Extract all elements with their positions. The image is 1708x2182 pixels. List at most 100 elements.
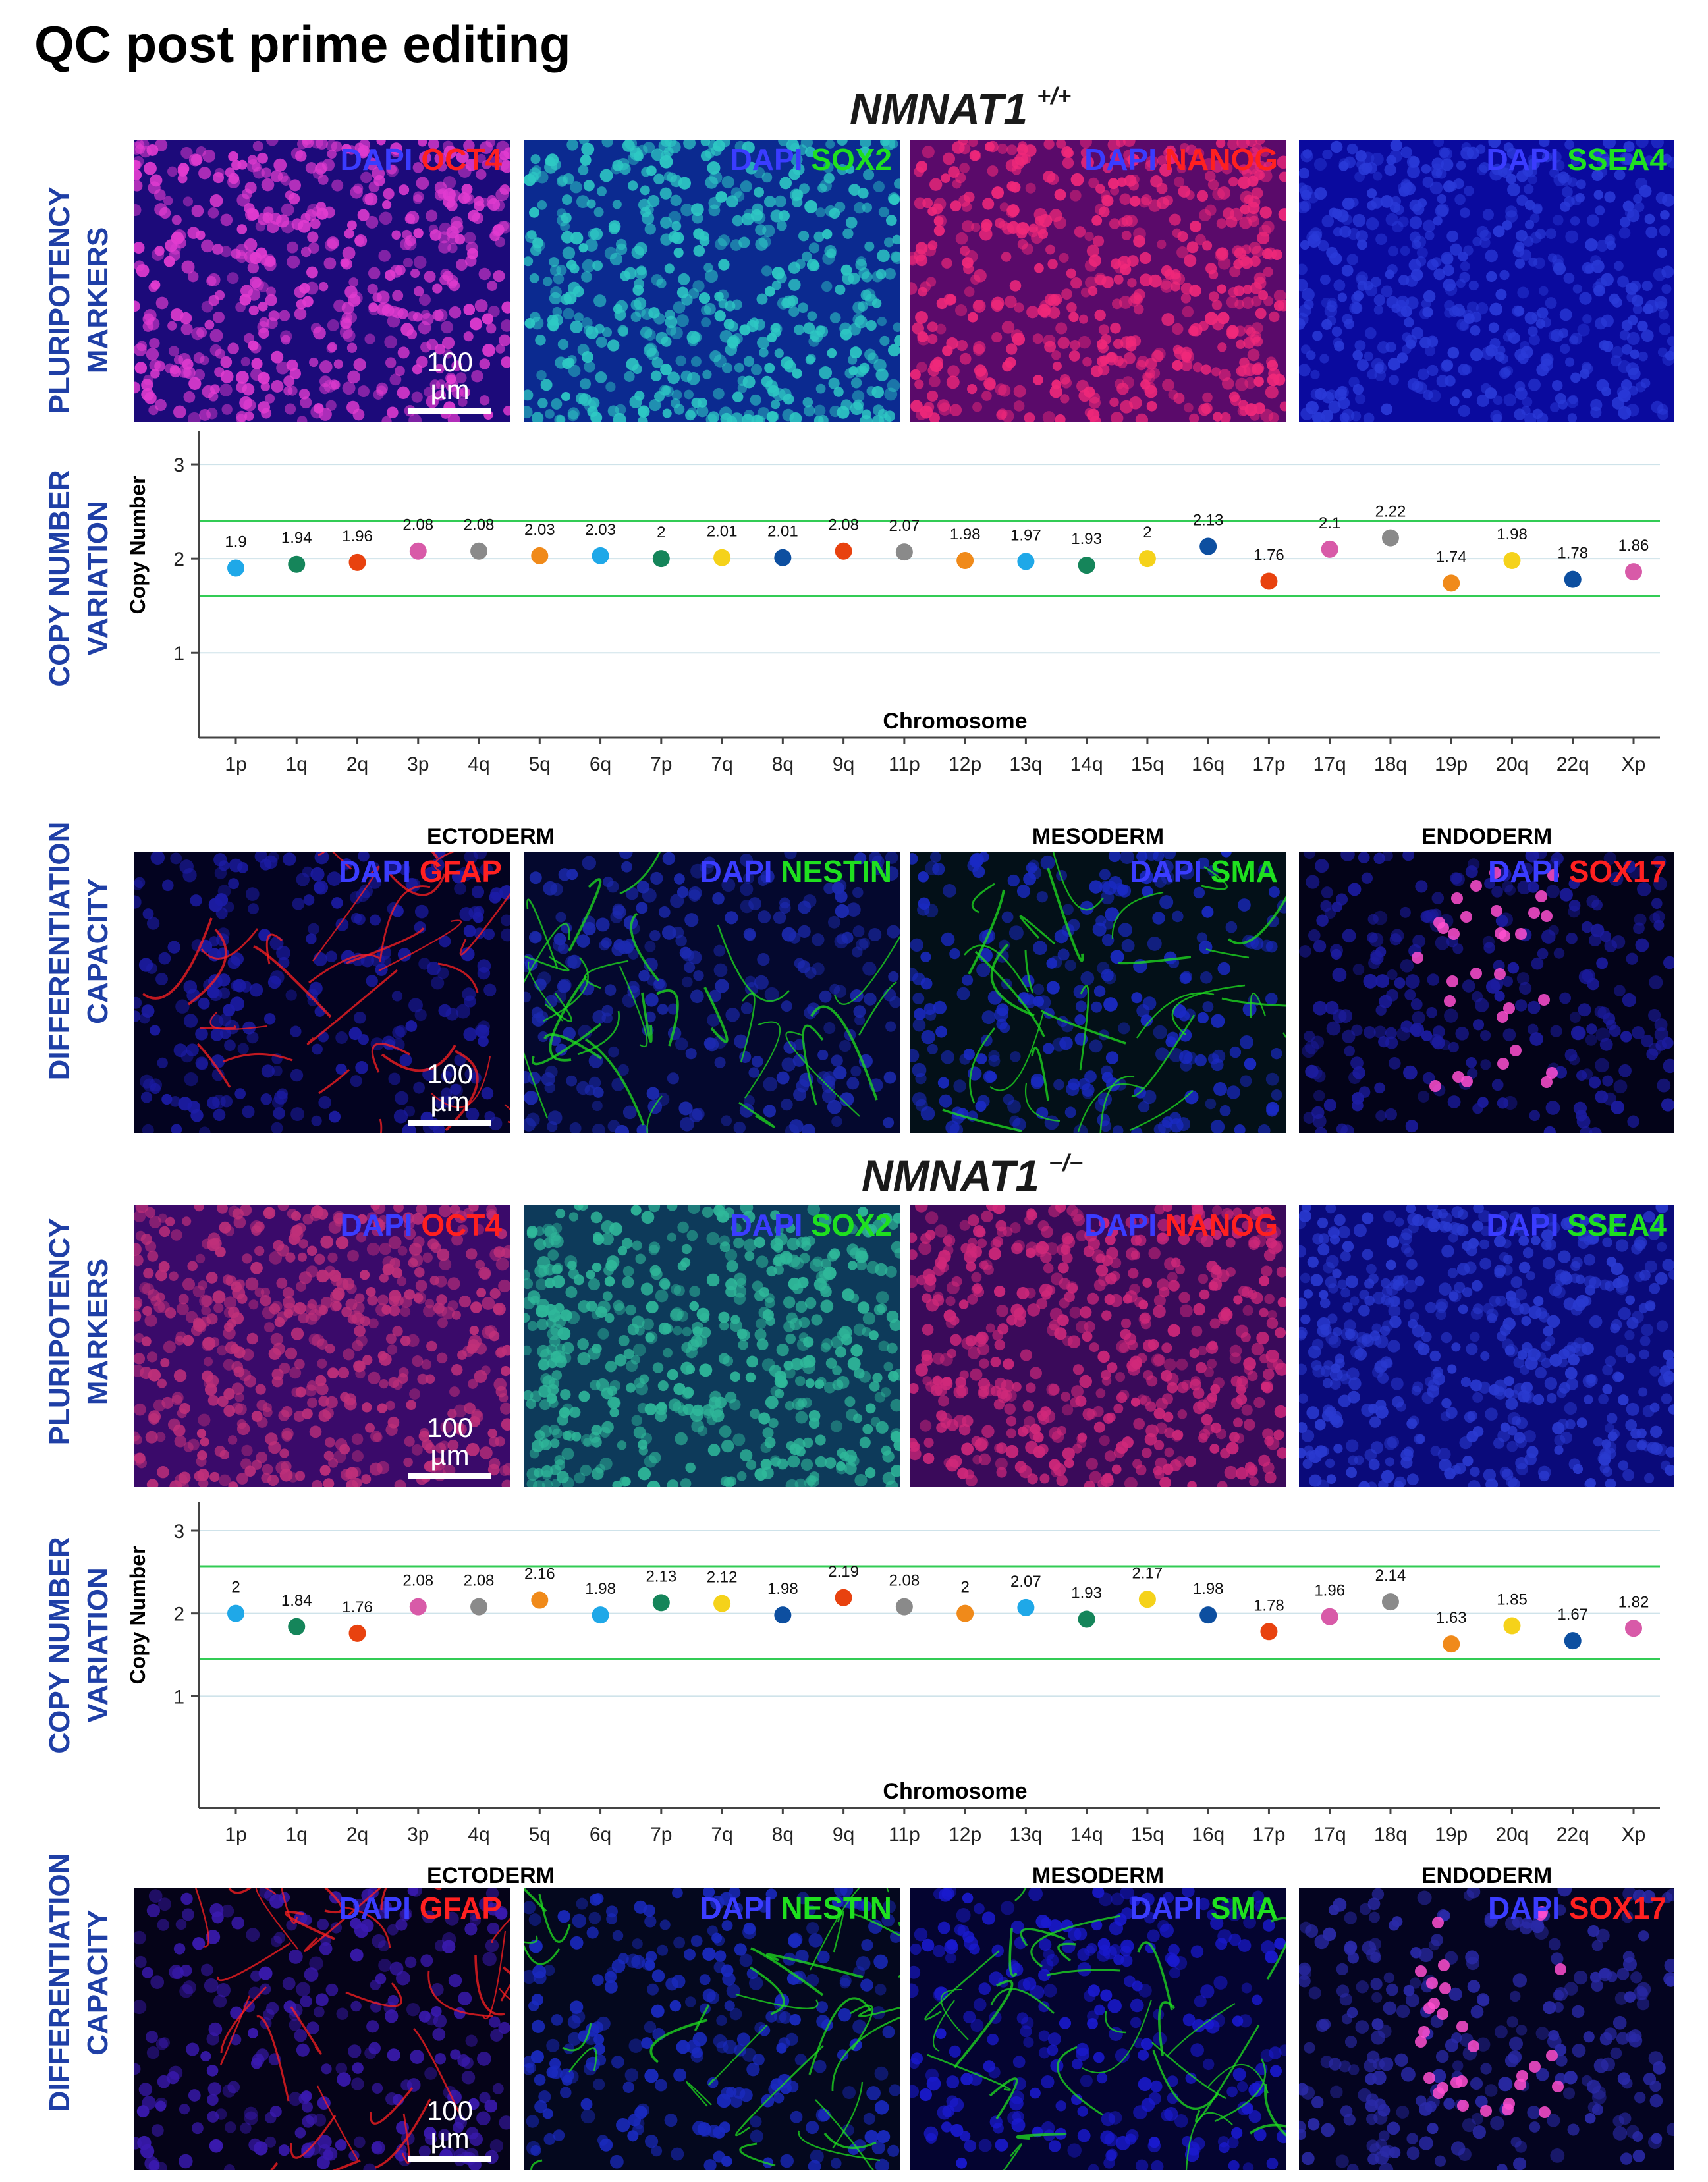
row-label-differentiation-1: DIFFERENTIATION CAPACITY (36, 816, 122, 1086)
data-label: 1.96 (342, 528, 373, 545)
row-label-line: CAPACITY (82, 1909, 114, 2056)
x-tick-label: 15q (1131, 1824, 1164, 1845)
genotype-name: NMNAT1 (862, 1151, 1040, 1200)
row-label-line: VARIATION (82, 501, 114, 656)
germ-layer-endoderm: ENDODERM (1421, 824, 1553, 849)
x-tick-label: 8q (772, 1824, 794, 1845)
nuclei-group (134, 1888, 510, 2170)
marker-label: SOX2 (811, 142, 892, 177)
x-tick-label: 16q (1192, 753, 1225, 775)
dapi-label: DAPI (1130, 1891, 1211, 1925)
data-label: 2.22 (1375, 503, 1406, 521)
marker-label: SSEA4 (1567, 1208, 1667, 1242)
data-label: 1.85 (1497, 1591, 1528, 1609)
cnv-chart-ko: 1 2 3 Copy Number Chromosome 1p 2 1q 1.84 2q 1.76 3… (126, 1502, 1660, 1845)
micrograph-image (524, 852, 900, 1133)
data-label: 2 (657, 524, 665, 541)
channel-label: DAPI OCT4 (341, 142, 502, 177)
channel-label: DAPI GFAP (339, 854, 502, 889)
y-tick-label: 1 (173, 643, 184, 665)
fiber-group (942, 852, 1286, 1133)
data-label: 2.16 (524, 1566, 555, 1583)
x-tick-label: 1p (225, 1824, 246, 1845)
marker-label: OCT4 (421, 142, 502, 177)
x-tick-label: 7p (650, 753, 672, 775)
marker-label: NESTIN (781, 1891, 892, 1925)
row-label-pluripotency-2: PLURIPOTENCY MARKERS (36, 1197, 122, 1467)
micrograph-sox17: DAPI SOX17 (1299, 1888, 1674, 2170)
x-tick-label: 3p (407, 753, 429, 775)
x-tick-label: 13q (1009, 1824, 1042, 1845)
nuclei-group (1299, 852, 1674, 1133)
data-point (348, 1624, 366, 1642)
scale-bar-line (408, 1120, 491, 1126)
x-tick-label: 17q (1313, 753, 1346, 775)
marker-label: SOX17 (1568, 854, 1667, 888)
micrograph-oct4: DAPI OCT4 100 µm (134, 140, 510, 422)
data-label: 1.86 (1618, 537, 1649, 555)
row-label-cnv-1: COPY NUMBER VARIATION (36, 443, 122, 713)
fiber-group (142, 852, 510, 1133)
dapi-label: DAPI (730, 1208, 812, 1242)
marker-label: GFAP (419, 854, 502, 888)
data-point (1078, 1610, 1095, 1628)
x-tick-label: 15q (1131, 753, 1164, 775)
germ-layer-ectoderm: ECTODERM (427, 824, 555, 849)
micrograph-image (1299, 1205, 1674, 1487)
x-tick-label: 2q (346, 753, 368, 775)
data-point (531, 1591, 549, 1609)
genotype-name: NMNAT1 (850, 84, 1028, 133)
micrograph-nanog: DAPI NANOG (910, 1205, 1286, 1487)
data-point (1625, 563, 1642, 581)
data-point (652, 1594, 670, 1612)
dapi-label: DAPI (1486, 142, 1568, 177)
data-point (895, 543, 913, 561)
dapi-label: DAPI (339, 854, 420, 888)
data-label: 1.9 (225, 533, 246, 551)
data-label: 1.78 (1253, 1596, 1284, 1614)
data-label: 2.17 (1132, 1564, 1163, 1582)
nuclei-group (524, 140, 900, 422)
nuclei-group (524, 1205, 900, 1487)
x-tick-label: 9q (833, 753, 854, 775)
channel-label: DAPI NANOG (1084, 1208, 1278, 1243)
germ-layer-mesoderm: MESODERM (1032, 1863, 1165, 1888)
x-tick-label: 17q (1313, 1824, 1346, 1845)
dapi-label: DAPI (340, 1208, 422, 1242)
data-label: 2.07 (889, 517, 920, 535)
nuclei-group (134, 140, 510, 422)
data-label: 2.03 (585, 521, 616, 539)
data-point (956, 1604, 974, 1622)
data-label: 2.07 (1010, 1573, 1041, 1591)
nuclei-group (1299, 140, 1674, 422)
data-point (409, 542, 427, 560)
channel-label: DAPI SOX2 (730, 1208, 892, 1243)
row-label-line: PLURIPOTENCY (43, 186, 76, 414)
micrograph-oct4: DAPI OCT4 100 µm (134, 1205, 510, 1487)
data-label: 1.84 (281, 1592, 312, 1610)
channel-label: DAPI OCT4 (341, 1208, 502, 1243)
x-tick-label: 3p (407, 1824, 429, 1845)
dapi-label: DAPI (1486, 1208, 1568, 1242)
dapi-label: DAPI (1488, 1891, 1569, 1925)
micrograph-image (910, 140, 1286, 422)
data-label: 1.96 (1314, 1582, 1345, 1600)
data-point (227, 559, 244, 577)
channel-label: DAPI NANOG (1084, 142, 1278, 177)
scale-bar-label: 100 µm (426, 346, 474, 405)
micrograph-image (524, 1888, 900, 2170)
nuclei-group (524, 1888, 900, 2170)
data-label: 2.1 (1319, 514, 1340, 532)
x-tick-label: 7p (650, 1824, 672, 1845)
micrograph-sox2: DAPI SOX2 (524, 1205, 900, 1487)
micrograph-image (1299, 852, 1674, 1133)
data-point (774, 549, 792, 566)
data-label: 2.08 (402, 516, 433, 534)
data-label: 1.82 (1618, 1593, 1649, 1611)
x-tick-label: 1q (286, 753, 308, 775)
channel-label: DAPI SMA (1130, 854, 1278, 889)
row-label-line: COPY NUMBER (43, 470, 76, 687)
x-tick-label: 5q (529, 753, 551, 775)
x-tick-label: 7q (711, 753, 732, 775)
data-point (1564, 1632, 1582, 1650)
